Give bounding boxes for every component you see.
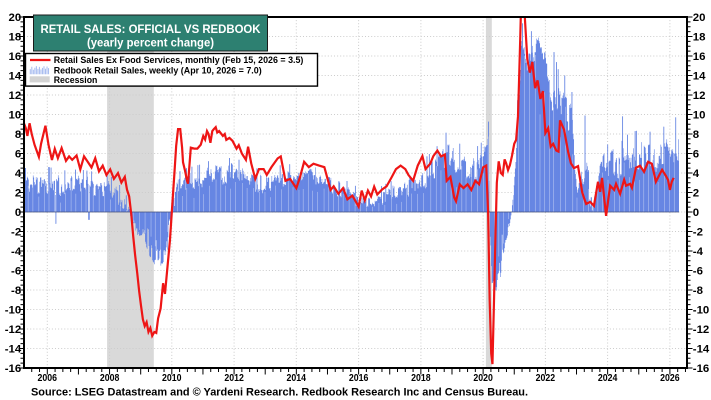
svg-text:Redbook Retail Sales, weekly (: Redbook Retail Sales, weekly (Apr 10, 20…	[54, 65, 262, 76]
svg-text:-6: -6	[693, 265, 703, 277]
svg-text:2016: 2016	[349, 373, 369, 384]
svg-text:10: 10	[9, 109, 22, 121]
svg-text:0: 0	[693, 207, 699, 219]
svg-text:-10: -10	[693, 304, 709, 316]
svg-text:2012: 2012	[224, 373, 244, 384]
svg-text:-12: -12	[5, 324, 21, 336]
svg-text:-10: -10	[5, 304, 21, 316]
svg-text:2014: 2014	[287, 373, 307, 384]
svg-text:-8: -8	[693, 285, 703, 297]
svg-text:18: 18	[693, 31, 706, 43]
svg-text:6: 6	[15, 148, 21, 160]
svg-text:-12: -12	[693, 324, 709, 336]
svg-text:20: 20	[9, 12, 22, 24]
svg-text:-8: -8	[11, 285, 21, 297]
svg-text:14: 14	[9, 70, 22, 82]
svg-text:-2: -2	[11, 226, 21, 238]
svg-text:2026: 2026	[660, 373, 680, 384]
svg-text:-4: -4	[693, 246, 704, 258]
svg-text:2018: 2018	[411, 373, 431, 384]
svg-text:2008: 2008	[100, 373, 120, 384]
svg-text:10: 10	[693, 109, 706, 121]
svg-text:-14: -14	[5, 343, 22, 355]
svg-text:Recession: Recession	[54, 75, 98, 86]
svg-text:14: 14	[693, 70, 706, 82]
svg-text:-6: -6	[11, 265, 21, 277]
svg-text:Source: LSEG Datastream and ©: Source: LSEG Datastream and © Yardeni Re…	[31, 387, 528, 399]
svg-text:8: 8	[15, 129, 21, 141]
svg-text:12: 12	[9, 90, 22, 102]
svg-text:2022: 2022	[536, 373, 556, 384]
svg-text:-2: -2	[693, 226, 703, 238]
svg-text:-4: -4	[11, 246, 22, 258]
svg-text:-16: -16	[5, 363, 21, 375]
svg-text:4: 4	[693, 168, 700, 180]
svg-text:-16: -16	[693, 363, 709, 375]
svg-text:Retail Sales Ex Food Services,: Retail Sales Ex Food Services, monthly (…	[54, 55, 304, 66]
svg-text:2: 2	[693, 187, 699, 199]
svg-text:12: 12	[693, 90, 706, 102]
svg-text:RETAIL SALES: OFFICIAL VS REDB: RETAIL SALES: OFFICIAL VS REDBOOK	[41, 22, 261, 36]
svg-text:4: 4	[15, 168, 22, 180]
svg-text:18: 18	[9, 31, 22, 43]
svg-text:16: 16	[9, 51, 22, 63]
svg-text:2: 2	[15, 187, 21, 199]
svg-text:2024: 2024	[598, 373, 618, 384]
svg-text:6: 6	[693, 148, 699, 160]
svg-text:8: 8	[693, 129, 699, 141]
svg-text:(yearly percent change): (yearly percent change)	[87, 38, 214, 50]
svg-text:16: 16	[693, 51, 706, 63]
svg-text:2006: 2006	[38, 373, 58, 384]
svg-text:-14: -14	[693, 343, 710, 355]
svg-text:20: 20	[693, 12, 706, 24]
svg-text:2010: 2010	[162, 373, 182, 384]
svg-text:0: 0	[15, 207, 21, 219]
svg-text:2020: 2020	[473, 373, 493, 384]
